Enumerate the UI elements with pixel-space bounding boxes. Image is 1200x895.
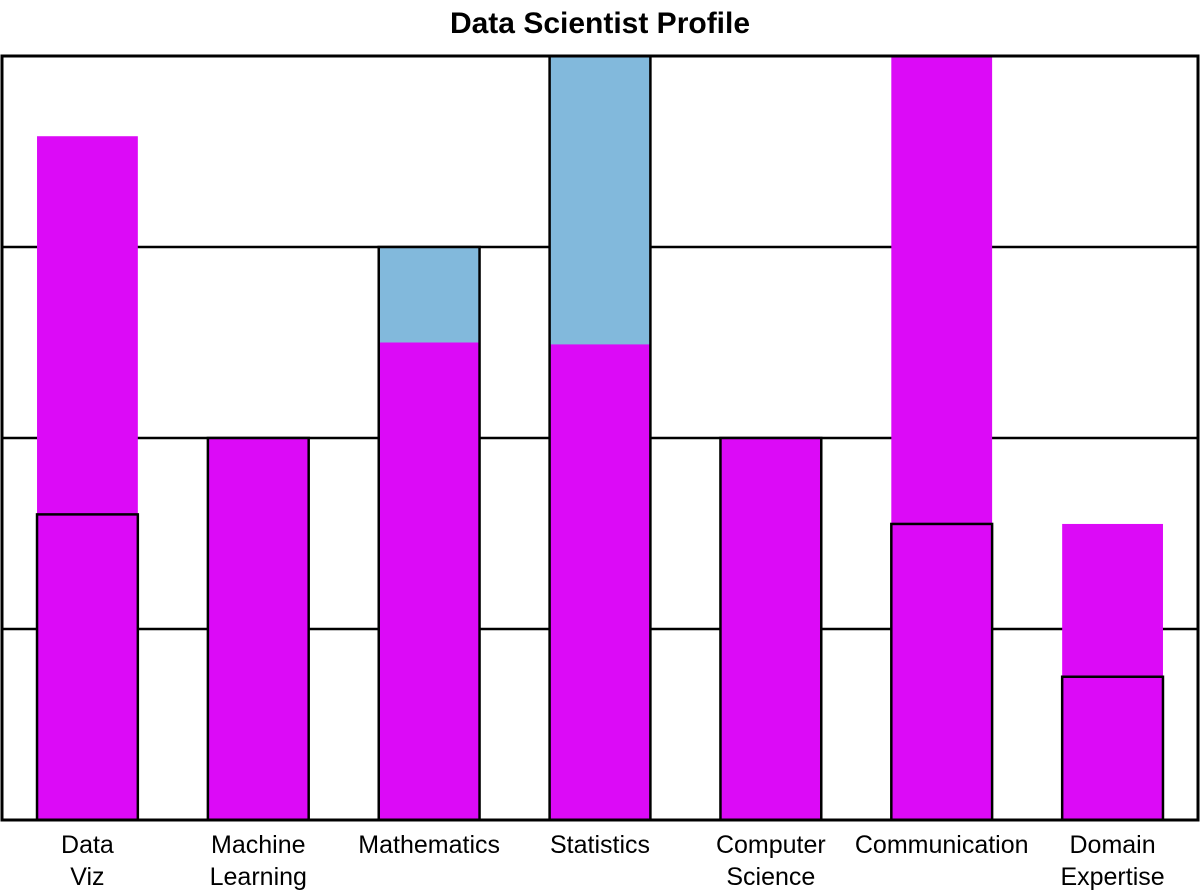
bar-group-6	[1060, 523, 1165, 822]
x-tick-label-2: Mathematics	[358, 831, 500, 859]
x-tick-label-line: Science	[726, 863, 815, 891]
bars	[35, 54, 1165, 822]
bar-group-0	[35, 136, 140, 822]
x-tick-label-line: Machine	[211, 831, 306, 859]
x-tick-label-line: Communication	[855, 831, 1029, 859]
x-tick-label-4: Computer Science	[716, 831, 826, 891]
x-tick-label-3: Statistics	[550, 831, 650, 859]
x-tick-label-6: Domain Expertise	[1060, 831, 1164, 891]
plot-frame	[0, 54, 1200, 822]
bar-group-5	[890, 56, 994, 822]
bar-group-1	[206, 436, 310, 822]
x-tick-label-0: Data Viz	[61, 831, 114, 891]
x-tick-label-line: Viz	[70, 863, 104, 891]
x-tick-label-line: Domain	[1069, 831, 1155, 859]
bar-magenta-4	[720, 438, 822, 820]
x-tick-label-line: Mathematics	[358, 831, 500, 859]
x-tick-label-line: Learning	[210, 863, 307, 891]
bar-magenta-6	[1062, 523, 1163, 820]
x-tick-labels: Data Viz Machine Learning Mathematics Statist…	[61, 831, 1165, 891]
x-tick-label-line: Computer	[716, 831, 826, 859]
bar-magenta-3	[549, 344, 651, 820]
chart-title: Data Scientist Profile	[450, 7, 750, 40]
x-tick-label-line: Expertise	[1060, 863, 1164, 891]
bar-magenta-2	[378, 342, 480, 820]
bar-group-4	[719, 436, 823, 822]
x-tick-label-5: Communication	[855, 831, 1029, 859]
x-tick-label-1: Machine Learning	[210, 831, 307, 891]
bar-magenta-1	[207, 438, 309, 820]
bar-group-2	[377, 245, 481, 822]
bar-magenta-0	[37, 136, 138, 821]
bar-group-3	[548, 54, 652, 822]
x-tick-label-line: Statistics	[550, 831, 650, 859]
bar-magenta-5	[891, 56, 993, 820]
x-tick-label-line: Data	[61, 831, 114, 859]
